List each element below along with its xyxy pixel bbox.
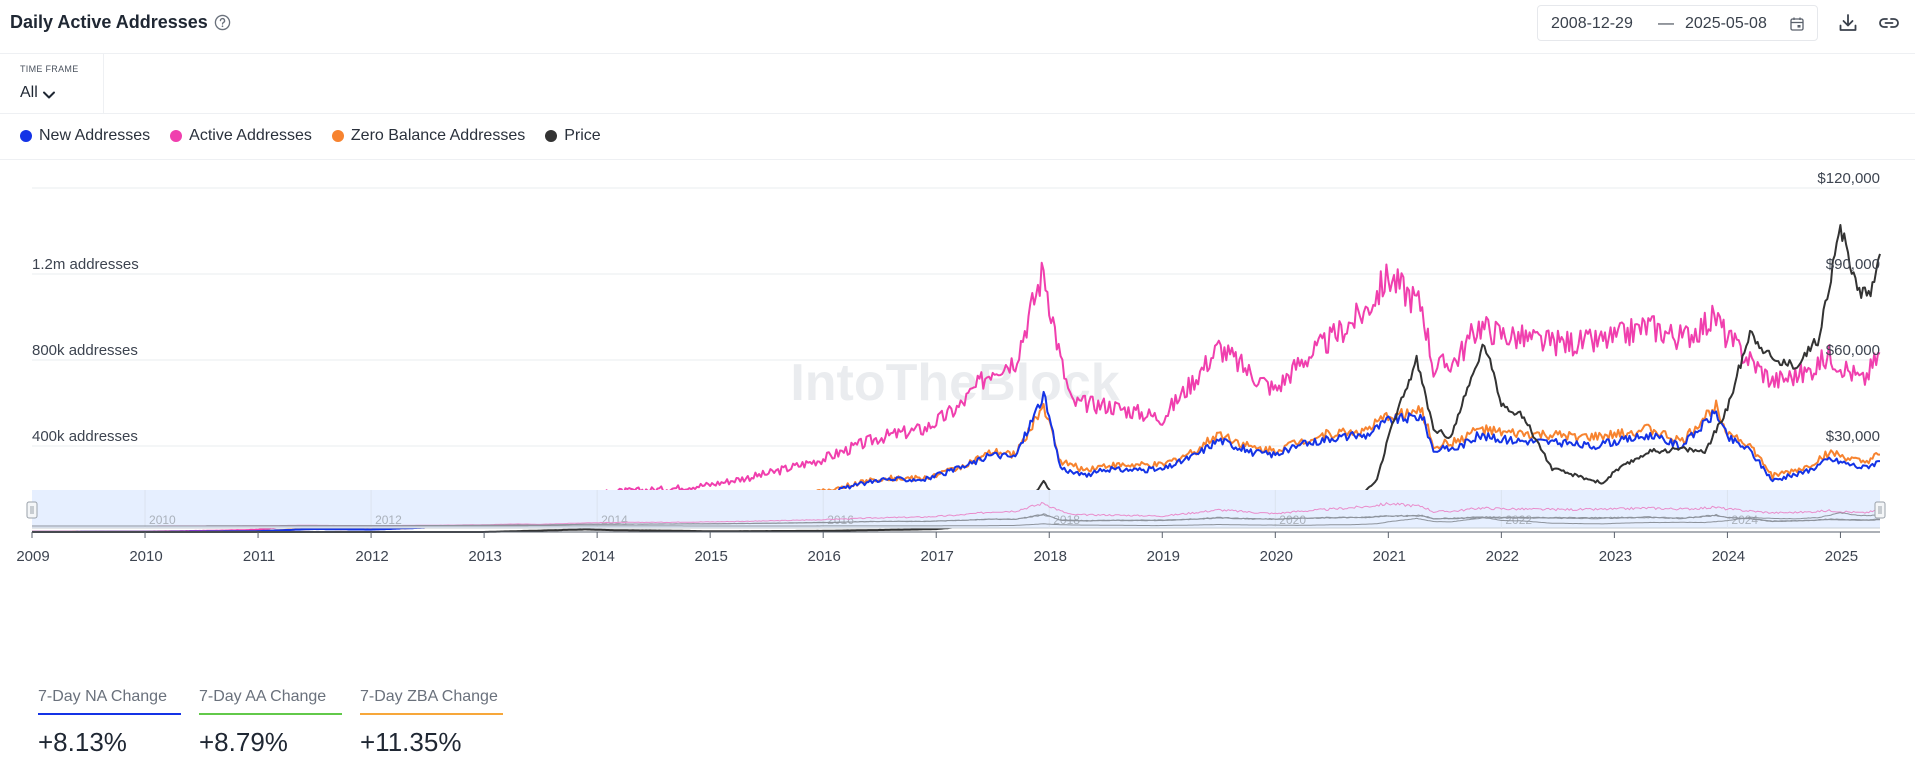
x-tick-label: 2023 [1599, 548, 1632, 565]
page-title: Daily Active Addresses [10, 12, 208, 32]
x-tick-label: 2012 [355, 548, 388, 565]
stat-zba-change: 7-Day ZBA Change +11.35% [360, 688, 503, 758]
y-left-tick-label: 800k addresses [32, 342, 138, 359]
link-icon[interactable] [1877, 12, 1901, 34]
navigator-label: 2016 [827, 513, 854, 527]
stat-aa-change: 7-Day AA Change +8.79% [199, 688, 342, 758]
grid [32, 187, 1880, 447]
legend-dot [331, 130, 344, 142]
stat-value: +11.35% [360, 727, 462, 757]
chart-header: Daily Active Addresses 2008-12-29 — 2025… [0, 0, 1915, 54]
x-tick-label: 2015 [694, 548, 727, 565]
date-end[interactable]: 2025-05-08 [1685, 15, 1767, 32]
legend-item-zero-balance-addresses[interactable]: Zero Balance Addresses [331, 126, 526, 146]
series-line-new-addresses [32, 390, 1880, 533]
x-tick-label: 2014 [581, 548, 614, 565]
help-icon[interactable] [214, 14, 231, 31]
x-tick-label: 2009 [16, 548, 49, 565]
navigator-handle-left[interactable] [26, 501, 38, 519]
watermark: IntoTheBlock [790, 354, 1119, 412]
x-tick-label: 2017 [921, 548, 954, 565]
change-stats: 7-Day NA Change +8.13% 7-Day AA Change +… [38, 688, 503, 758]
stat-value: +8.13% [38, 727, 127, 757]
x-tick-label: 2020 [1260, 548, 1293, 565]
legend-item-price[interactable]: Price [545, 126, 601, 146]
legend-label: New Addresses [39, 127, 151, 144]
legend-dot [545, 130, 558, 142]
timeframe-selector: TIME FRAME All [0, 54, 104, 114]
download-icon[interactable] [1837, 12, 1859, 34]
navigator-label: 2014 [601, 513, 628, 527]
navigator-label: 2020 [1279, 513, 1306, 527]
range-navigator[interactable]: 2010 2012 2014 2016 2018 2020 2022 2024 [26, 490, 1886, 529]
stat-value: +8.79% [199, 727, 288, 757]
x-tick-label: 2010 [129, 548, 162, 565]
x-tick-label: 2022 [1486, 548, 1519, 565]
chevron-down-icon[interactable] [42, 89, 56, 101]
x-tick-label: 2011 [243, 548, 275, 565]
legend-label: Zero Balance Addresses [350, 127, 526, 144]
legend-dot [170, 130, 183, 142]
x-tick-label: 2019 [1147, 548, 1180, 565]
x-tick-label: 2018 [1034, 548, 1067, 565]
navigator-label: 2010 [149, 513, 176, 527]
divider [0, 159, 1915, 160]
legend-dot [20, 130, 32, 142]
x-tick-label: 2025 [1825, 548, 1858, 565]
timeframe-label: TIME FRAME [20, 64, 79, 74]
legend-label: Price [564, 127, 601, 144]
stat-label: 7-Day AA Change [199, 688, 342, 715]
navigator-label: 2012 [375, 513, 402, 527]
timeframe-dropdown[interactable]: All [20, 84, 38, 101]
x-tick-label: 2021 [1373, 548, 1406, 565]
y-right-tick-label: $60,000 [1826, 342, 1880, 359]
line-chart[interactable]: IntoTheBlock addresses400k addresses800k… [0, 160, 1915, 660]
y-left-tick-label: 400k addresses [32, 428, 138, 445]
calendar-icon[interactable] [1789, 16, 1805, 32]
stat-na-change: 7-Day NA Change +8.13% [38, 688, 181, 758]
legend-label: Active Addresses [189, 127, 312, 144]
navigator-label: 2022 [1505, 513, 1532, 527]
y-right-tick-label: $90,000 [1826, 256, 1880, 273]
date-separator: — [1658, 15, 1674, 32]
stat-label: 7-Day NA Change [38, 688, 181, 715]
navigator-label: 2024 [1731, 513, 1758, 527]
x-tick-label: 2024 [1712, 548, 1745, 565]
y-right-tick-label: $30,000 [1826, 428, 1880, 445]
y-left-tick-label: 1.2m addresses [32, 256, 139, 273]
divider [0, 113, 1915, 114]
legend-item-active-addresses[interactable]: Active Addresses [170, 126, 312, 146]
legend-item-new-addresses[interactable]: New Addresses [20, 126, 150, 146]
x-tick-label: 2013 [468, 548, 501, 565]
navigator-series-line [32, 512, 1881, 527]
stat-label: 7-Day ZBA Change [360, 688, 503, 715]
date-start[interactable]: 2008-12-29 [1551, 15, 1633, 32]
x-tick-label: 2016 [808, 548, 841, 565]
date-range-picker[interactable]: 2008-12-29 — 2025-05-08 [1537, 5, 1818, 41]
navigator-handle-right[interactable] [1874, 501, 1886, 519]
chart-legend: New Addresses Active Addresses Zero Bala… [20, 126, 601, 146]
y-right-tick-label: $120,000 [1817, 170, 1880, 187]
